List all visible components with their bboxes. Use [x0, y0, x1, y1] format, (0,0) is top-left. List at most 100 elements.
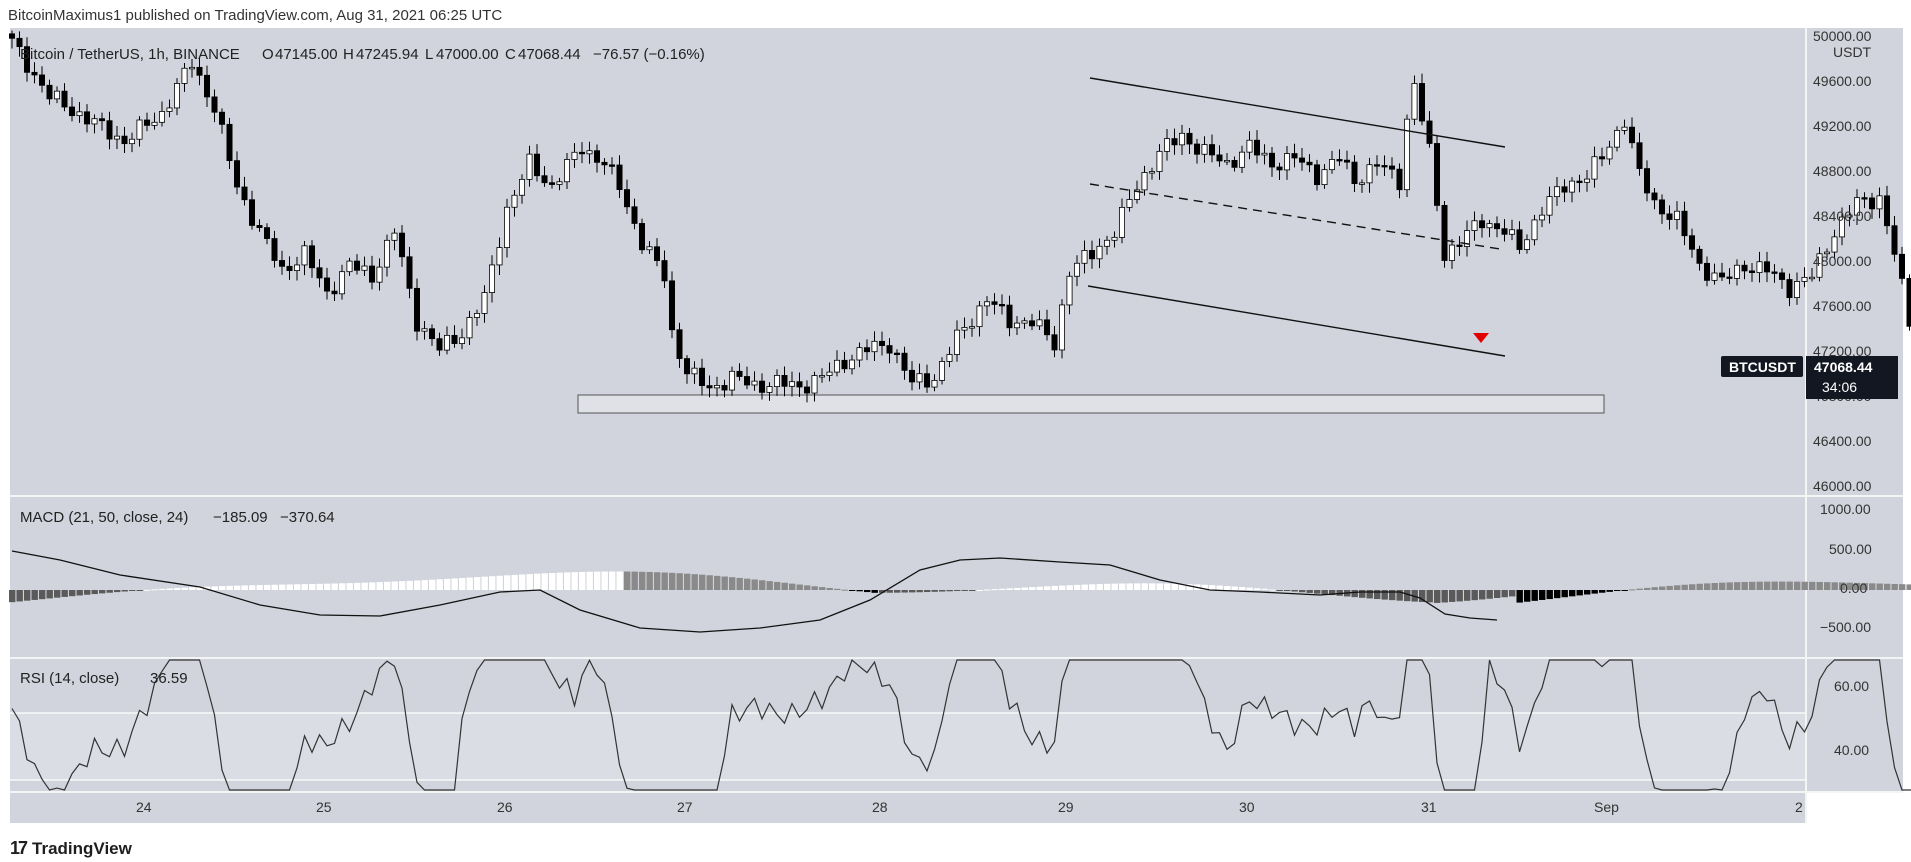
macd-bar: [1591, 590, 1598, 594]
candle: [1809, 276, 1816, 280]
macd-bar: [1786, 581, 1793, 590]
macd-bar: [1434, 590, 1441, 603]
candle: [443, 334, 450, 351]
candle: [1239, 151, 1246, 168]
candle: [451, 334, 458, 344]
candle: [1674, 210, 1681, 220]
rsi-axis-label: 60.00: [1834, 678, 1869, 694]
macd-bar: [736, 577, 743, 590]
candle: [534, 153, 541, 177]
macd-bar: [309, 583, 316, 590]
macd-bar: [1156, 583, 1163, 590]
macd-bar: [444, 578, 451, 590]
candle: [196, 66, 203, 76]
macd-bar: [1284, 590, 1291, 591]
candle: [421, 328, 428, 332]
macd-bar: [234, 585, 241, 590]
macd-bar: [181, 587, 188, 590]
candle: [774, 374, 781, 387]
macd-bar: [586, 571, 593, 590]
macd-bar: [1186, 584, 1193, 590]
time-axis-label: 27: [677, 799, 693, 815]
candle: [31, 71, 38, 76]
candle: [819, 375, 826, 378]
candle: [1329, 159, 1336, 171]
candle: [976, 305, 983, 328]
time-axis-label: 2: [1795, 799, 1803, 815]
macd-bar: [151, 589, 158, 591]
macd-bar: [1014, 587, 1021, 590]
macd-bar: [241, 585, 248, 590]
candle: [1276, 166, 1283, 171]
candle: [924, 373, 931, 388]
candle: [991, 301, 998, 305]
macd-bar: [1681, 584, 1688, 590]
candle: [1651, 192, 1658, 201]
macd-bar: [909, 590, 916, 593]
macd-bar: [354, 582, 361, 590]
macd-bar: [1816, 581, 1823, 590]
macd-axis-label: −500.00: [1820, 619, 1871, 635]
candle: [1224, 160, 1231, 163]
candle: [211, 96, 218, 113]
macd-bar: [481, 576, 488, 590]
macd-bar: [451, 578, 458, 590]
macd-bar: [841, 589, 848, 591]
legend-symbol: Bitcoin / TetherUS, 1h, BINANCE: [20, 46, 240, 63]
candle: [1591, 156, 1598, 180]
candle: [1134, 189, 1141, 200]
candle: [856, 347, 863, 361]
candle: [1021, 320, 1028, 324]
macd-bar: [1629, 589, 1636, 591]
rsi-axis-label: 40.00: [1834, 742, 1869, 758]
macd-bar: [931, 590, 938, 592]
macd-bar: [1149, 583, 1156, 590]
macd-bar: [1651, 587, 1658, 590]
candle: [413, 287, 420, 332]
price-axis-label: 48800.00: [1813, 163, 1872, 179]
candle: [954, 329, 961, 355]
candle: [1179, 132, 1186, 146]
macd-bar: [204, 586, 211, 590]
candle: [639, 223, 646, 251]
candle: [1336, 159, 1343, 162]
macd-bar: [1554, 590, 1561, 599]
macd-bar: [219, 586, 226, 590]
macd-bar: [961, 590, 968, 591]
macd-bar: [346, 583, 353, 590]
macd-bar: [1216, 585, 1223, 590]
candle: [646, 246, 653, 251]
candle: [69, 106, 76, 117]
time-axis-label: 29: [1058, 799, 1074, 815]
candle: [1599, 156, 1606, 160]
candle: [263, 227, 270, 239]
macd-bar: [1366, 590, 1373, 599]
macd-bar: [286, 584, 293, 590]
macd-bar: [639, 571, 646, 590]
price-axis[interactable]: [1807, 28, 1903, 791]
macd-bar: [1066, 585, 1073, 590]
candle: [1194, 143, 1201, 155]
footer-logo[interactable]: 17 TradingView: [10, 838, 132, 859]
candle: [549, 182, 556, 185]
macd-bar: [1906, 584, 1911, 590]
macd-bar: [1674, 585, 1681, 590]
macd-bar: [1861, 583, 1868, 590]
candle: [1351, 161, 1358, 185]
macd-bar: [249, 585, 256, 590]
candle: [1126, 199, 1133, 208]
candle: [398, 232, 405, 258]
macd-bar: [1389, 590, 1396, 601]
candle: [1539, 214, 1546, 221]
macd-bar: [1231, 586, 1238, 590]
candle: [1644, 168, 1651, 194]
time-axis[interactable]: [10, 793, 1805, 823]
price-axis-label: 49600.00: [1813, 73, 1872, 89]
candle: [1396, 168, 1403, 191]
macd-bar: [1036, 586, 1043, 590]
candle: [76, 111, 83, 117]
macd-bar: [421, 580, 428, 590]
macd-bar: [1051, 585, 1058, 590]
macd-bar: [84, 590, 91, 595]
